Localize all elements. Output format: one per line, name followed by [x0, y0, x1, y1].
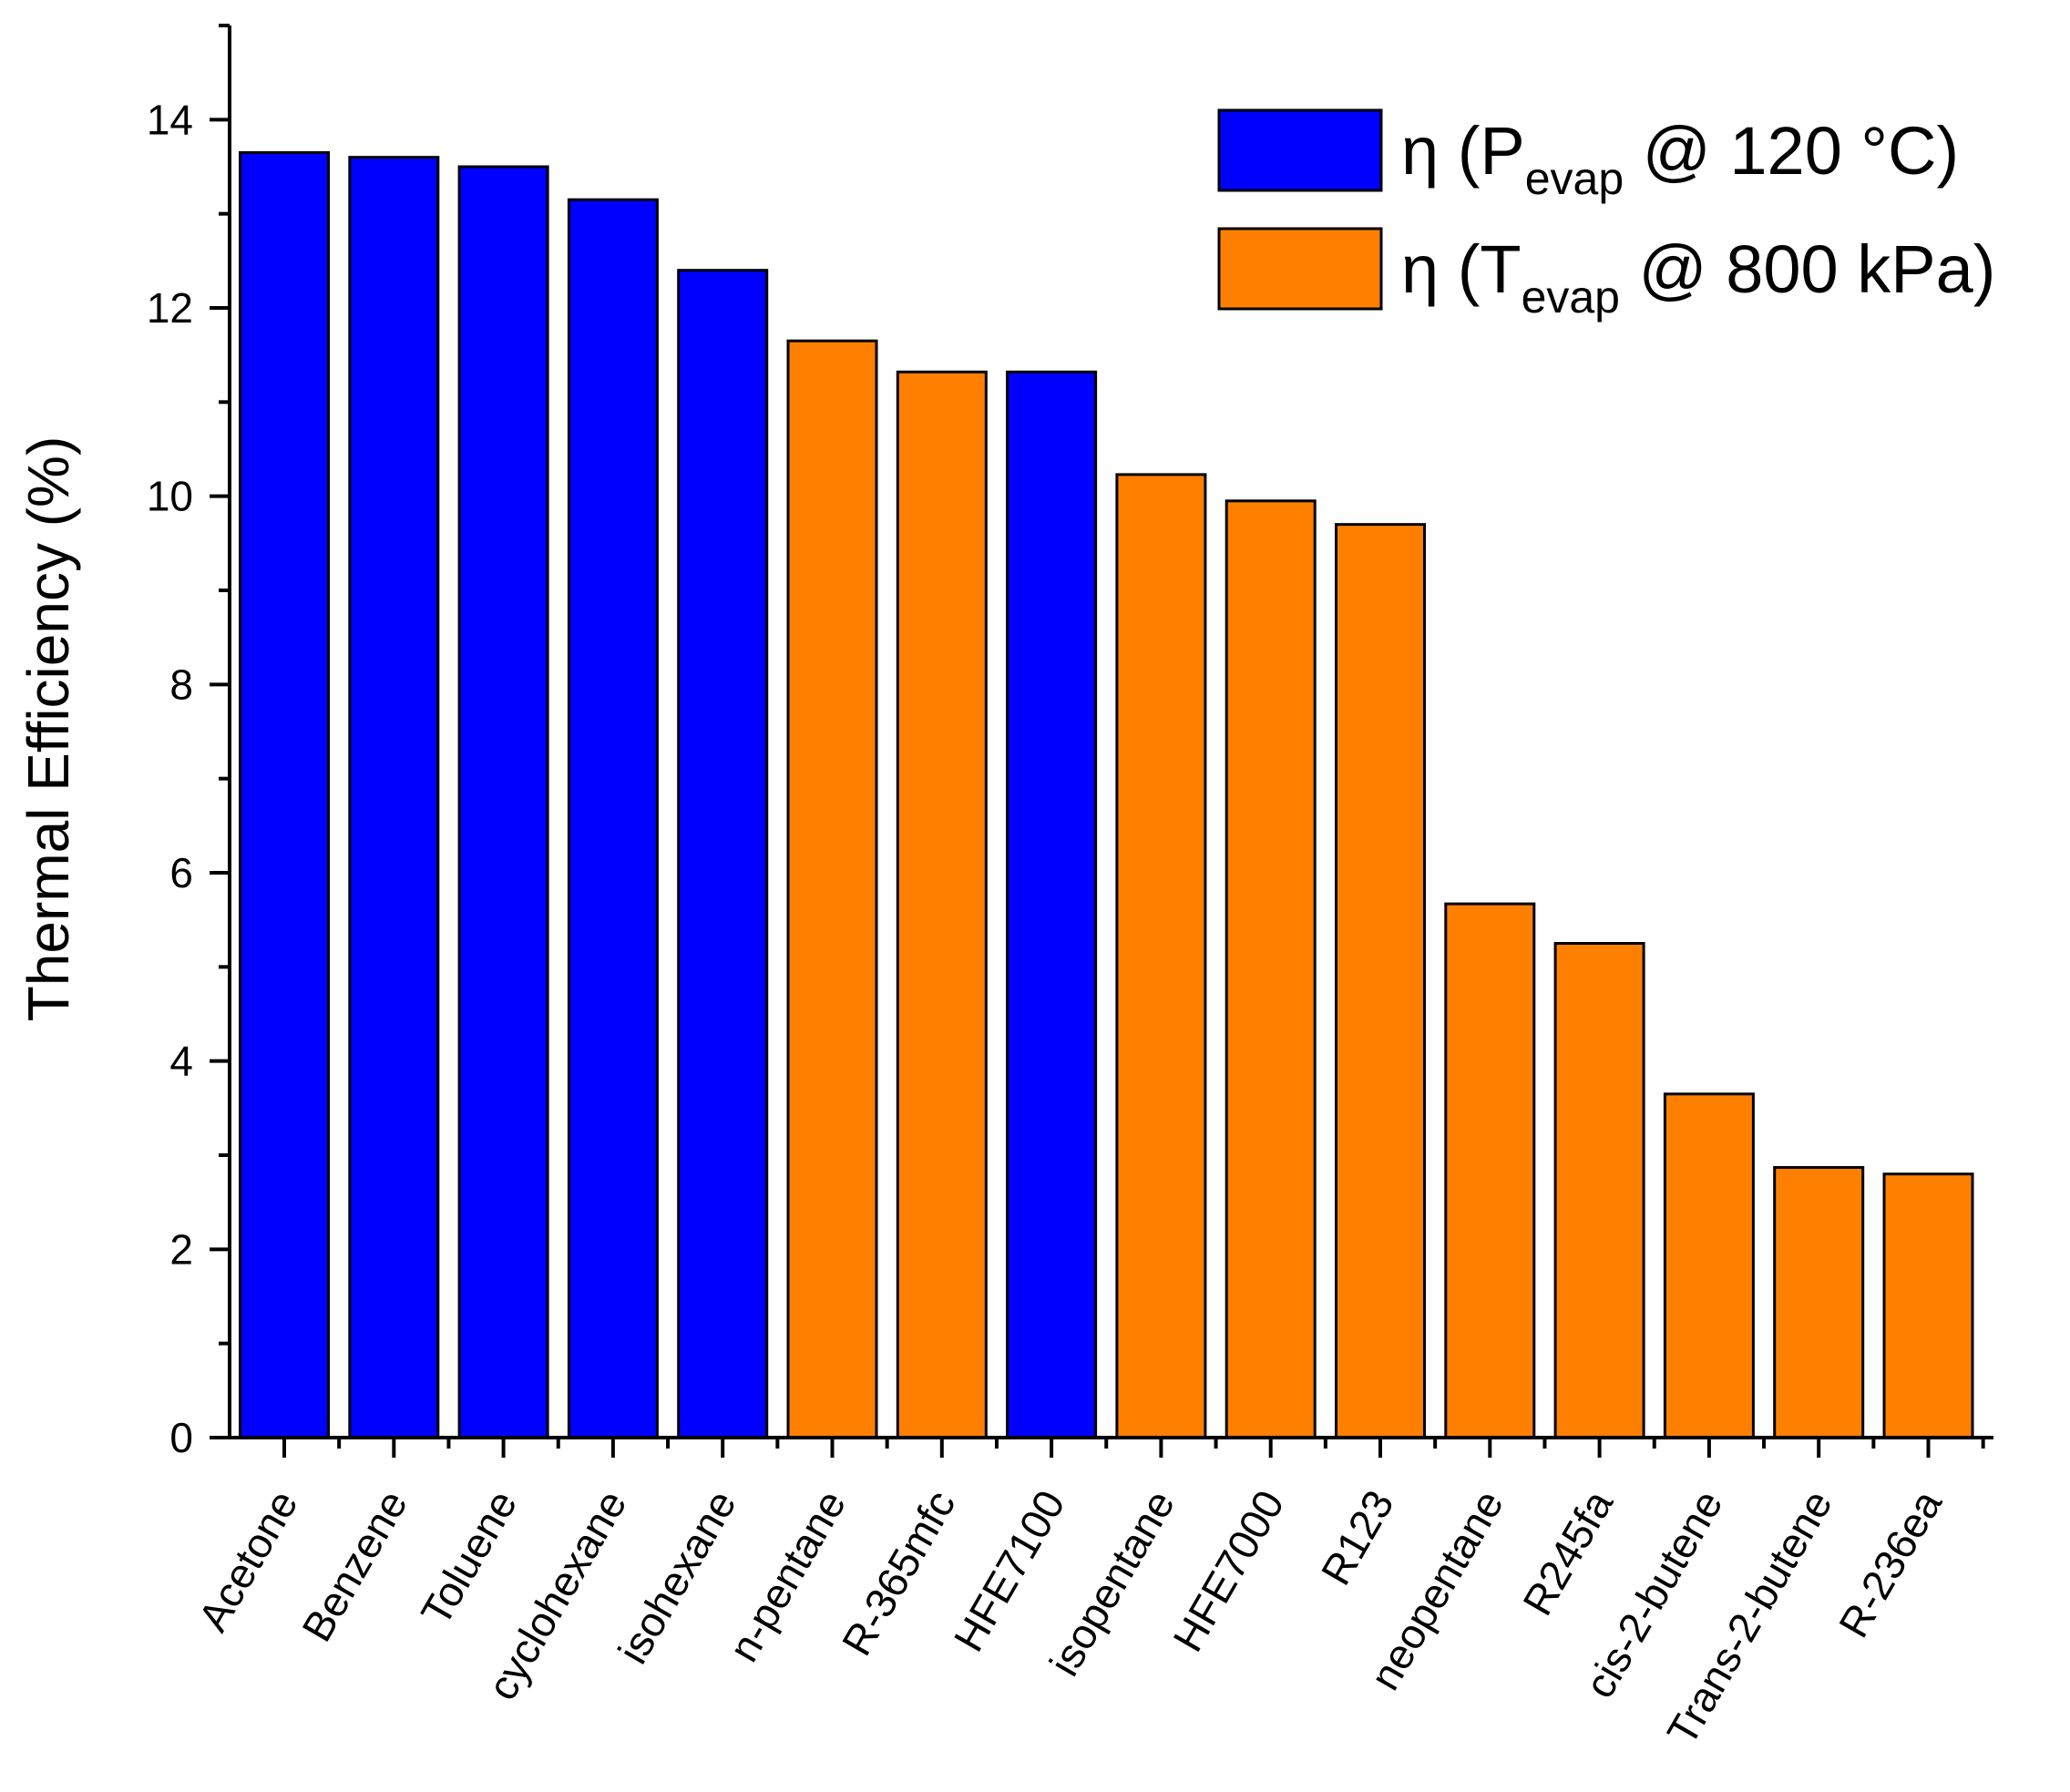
y-tick-label: 14	[147, 96, 193, 143]
bars-group	[239, 151, 1974, 1439]
bar-R-365mfc	[896, 370, 988, 1439]
bar-n-pentane	[786, 339, 878, 1439]
bar-isohexane	[677, 269, 769, 1439]
bar-R123	[1335, 523, 1426, 1439]
x-tick-label: HFE7000	[1163, 1482, 1293, 1659]
bar-Trans-2-butene	[1773, 1165, 1865, 1439]
axes-group	[210, 24, 1993, 1458]
y-tick-label: 10	[147, 473, 193, 520]
x-tick-label: R-236ea	[1829, 1482, 1951, 1645]
x-tick-label: R123	[1312, 1482, 1403, 1592]
bar-Toluene	[457, 165, 549, 1439]
legend: η (Pevap @ 120 °C) η (Tevap @ 800 kPa)	[1217, 108, 1995, 323]
bar-R245fa	[1553, 942, 1645, 1439]
bar-Acetone	[239, 151, 330, 1439]
bar-cyclohexane	[567, 198, 659, 1439]
bar-R-236ea	[1882, 1172, 1974, 1439]
bar-neopentane	[1444, 902, 1536, 1439]
y-tick-label: 8	[169, 660, 193, 708]
y-tick-labels: 0 2 4 6 8 10 12 14	[147, 96, 193, 1461]
x-tick-label: Acetone	[189, 1482, 306, 1639]
legend-swatch-tevap	[1217, 227, 1383, 311]
legend-label-pevap: η (Pevap @ 120 °C)	[1401, 113, 1959, 204]
legend-swatch-pevap	[1217, 108, 1383, 192]
y-tick-label: 2	[169, 1225, 193, 1273]
y-tick-label: 12	[147, 284, 193, 332]
x-tick-label: HFE7100	[945, 1482, 1074, 1659]
x-tick-label: Benzene	[292, 1482, 416, 1649]
bar-HFE7000	[1225, 499, 1317, 1439]
legend-label-tevap: η (Tevap @ 800 kPa)	[1401, 231, 1995, 323]
x-tick-label: R245fa	[1513, 1482, 1622, 1623]
bar-HFE7100	[1006, 370, 1098, 1439]
bar-isopentane	[1115, 473, 1207, 1439]
y-tick-label: 0	[169, 1414, 193, 1461]
x-tick-labels: AcetoneBenzeneToluenecyclohexaneisohexan…	[189, 1482, 1951, 1753]
y-tick-label: 4	[169, 1038, 193, 1085]
bar-cis-2-butene	[1663, 1092, 1755, 1439]
x-tick-label: Toluene	[412, 1482, 527, 1633]
y-axis-title: Thermal Efficiency (%)	[15, 436, 81, 1022]
y-tick-label: 6	[169, 849, 193, 896]
bar-Benzene	[348, 156, 440, 1439]
